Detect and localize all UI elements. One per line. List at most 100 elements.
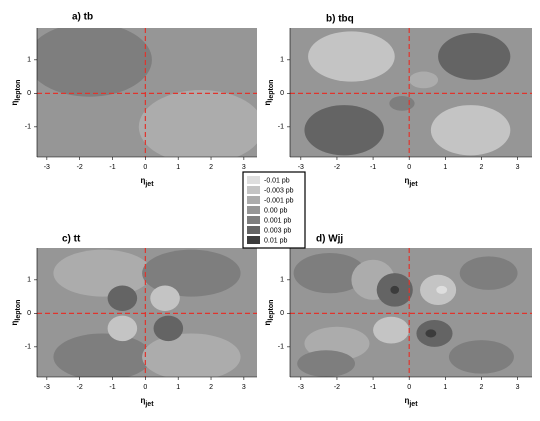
- panel-title: c) tt: [62, 234, 81, 245]
- y-tick-label: 1: [280, 277, 284, 284]
- y-axis-label: ηlepton: [10, 300, 22, 326]
- legend-swatch: [247, 196, 260, 204]
- x-tick-label: -1: [109, 164, 115, 171]
- x-label-sub: jet: [144, 401, 154, 408]
- y-tick-label: 0: [27, 90, 31, 97]
- y-tick-label: 0: [280, 310, 284, 317]
- contour-region: [150, 285, 180, 311]
- y-tick-label: 1: [27, 277, 31, 284]
- y-tick-label: 1: [280, 57, 284, 64]
- legend-label: -0.003 pb: [264, 187, 294, 194]
- contour-region: [438, 33, 511, 80]
- x-label-sub: jet: [408, 181, 418, 188]
- plot-area: [37, 248, 257, 377]
- x-tick-label: 0: [143, 384, 147, 391]
- legend-swatch: [247, 216, 260, 224]
- contour-region: [293, 253, 366, 294]
- x-tick-label: 2: [209, 384, 213, 391]
- x-tick-label: 3: [516, 384, 520, 391]
- x-tick-label: -3: [44, 164, 50, 171]
- legend-label: 0.00 pb: [264, 207, 287, 214]
- contour-region: [409, 71, 439, 89]
- contour-region: [436, 285, 448, 294]
- panel-title: d) Wjj: [316, 234, 343, 245]
- x-tick-label: -1: [370, 384, 376, 391]
- legend-label: 0.001 pb: [264, 217, 291, 224]
- contour-region: [153, 315, 184, 342]
- y-tick-label: 0: [27, 310, 31, 317]
- y-label-symbol: η: [10, 320, 19, 325]
- legend-label: -0.01 pb: [264, 177, 290, 184]
- x-tick-label: 3: [516, 164, 520, 171]
- x-tick-label: 1: [176, 164, 180, 171]
- contour-region: [53, 249, 152, 297]
- x-tick-label: -3: [298, 384, 304, 391]
- contour-region: [138, 89, 257, 157]
- legend-label: 0.003 pb: [264, 227, 291, 234]
- y-label-sub: lepton: [268, 80, 275, 101]
- x-tick-label: -1: [370, 164, 376, 171]
- contour-region: [304, 105, 384, 156]
- y-label-sub: lepton: [268, 300, 275, 321]
- y-axis-label: ηlepton: [263, 300, 275, 326]
- y-label-symbol: η: [10, 100, 19, 105]
- x-label-sub: jet: [408, 401, 418, 408]
- contour-region: [459, 256, 518, 290]
- y-tick-label: -1: [25, 344, 31, 351]
- contour-region: [373, 316, 410, 344]
- x-axis-label: ηjet: [404, 396, 418, 408]
- x-tick-label: -3: [44, 384, 50, 391]
- x-axis-label: ηjet: [140, 396, 154, 408]
- panel-title: a) tb: [72, 12, 93, 23]
- x-tick-label: 2: [479, 164, 483, 171]
- legend-swatch: [247, 226, 260, 234]
- y-label-sub: lepton: [15, 80, 22, 101]
- x-tick-label: 0: [143, 164, 147, 171]
- x-tick-label: -2: [334, 164, 340, 171]
- x-tick-label: -2: [334, 384, 340, 391]
- plot-area: [290, 248, 532, 377]
- contour-region: [389, 96, 415, 111]
- x-axis-label: ηjet: [404, 176, 418, 188]
- y-tick-label: -1: [25, 124, 31, 131]
- legend-label: -0.001 pb: [264, 197, 294, 204]
- x-tick-label: 3: [242, 384, 246, 391]
- contour-region: [107, 315, 138, 342]
- contour-region: [142, 333, 241, 377]
- x-tick-label: 2: [479, 384, 483, 391]
- x-label-symbol: η: [404, 396, 409, 405]
- x-tick-label: -3: [298, 164, 304, 171]
- y-tick-label: -1: [278, 344, 284, 351]
- y-tick-label: 0: [280, 90, 284, 97]
- x-tick-label: 0: [407, 384, 411, 391]
- legend-swatch: [247, 176, 260, 184]
- x-tick-label: 1: [443, 384, 447, 391]
- x-label-sub: jet: [144, 181, 154, 188]
- x-tick-label: -1: [109, 384, 115, 391]
- x-tick-label: 0: [407, 164, 411, 171]
- contour-region: [142, 249, 241, 297]
- legend-swatch: [247, 206, 260, 214]
- legend-swatch: [247, 236, 260, 244]
- contour-region: [107, 285, 138, 311]
- contour-region: [53, 333, 152, 377]
- plot-area: [37, 28, 257, 157]
- contour-region: [297, 350, 356, 377]
- y-tick-label: -1: [278, 124, 284, 131]
- panel-title: b) tbq: [326, 14, 354, 25]
- x-tick-label: 3: [242, 164, 246, 171]
- contour-region: [308, 31, 395, 82]
- x-tick-label: -2: [77, 164, 83, 171]
- x-label-symbol: η: [140, 396, 145, 405]
- contour-region: [430, 105, 511, 156]
- contour-region: [448, 340, 514, 374]
- x-axis-label: ηjet: [140, 176, 154, 188]
- y-axis-label: ηlepton: [10, 80, 22, 106]
- x-tick-label: 2: [209, 164, 213, 171]
- x-label-symbol: η: [404, 176, 409, 185]
- x-label-symbol: η: [140, 176, 145, 185]
- contour-region: [425, 329, 437, 338]
- x-tick-label: -2: [77, 384, 83, 391]
- y-label-sub: lepton: [15, 300, 22, 321]
